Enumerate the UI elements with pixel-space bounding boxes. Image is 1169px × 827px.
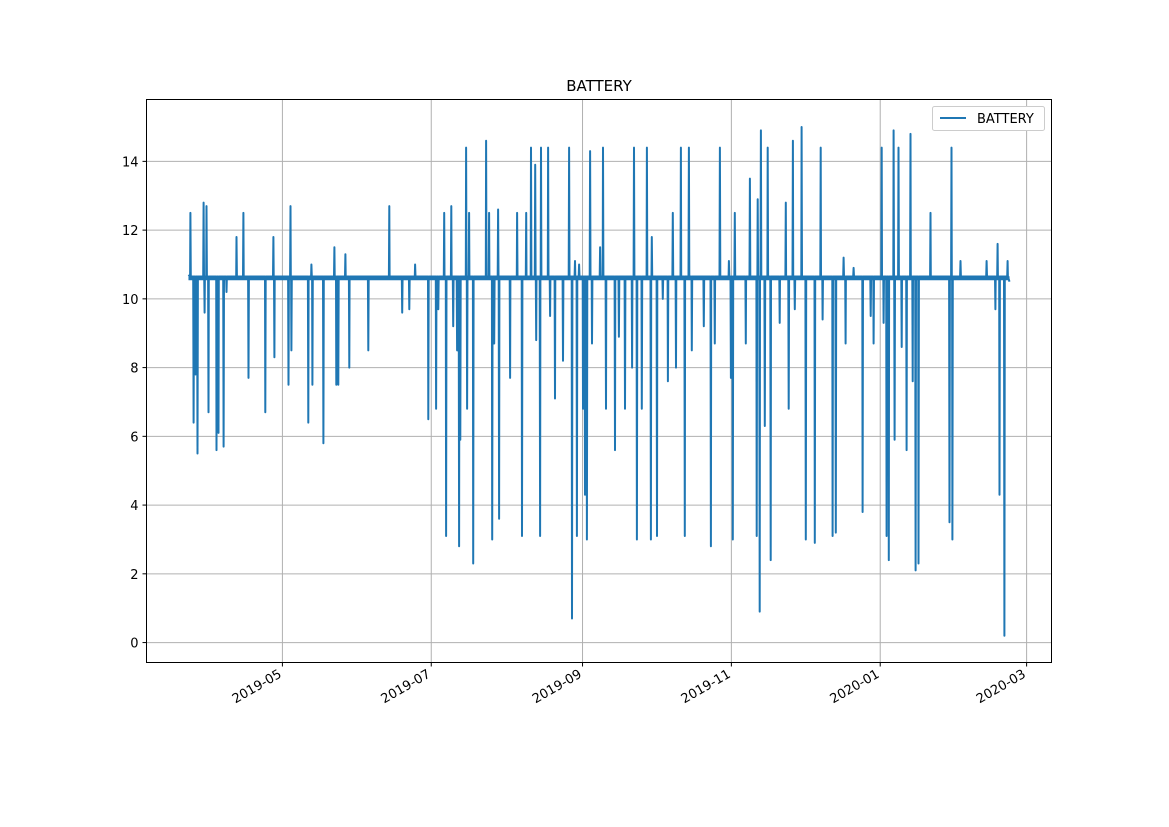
- plot-area: [187, 126, 1011, 637]
- y-tick-label: 4: [130, 499, 138, 514]
- y-tick-label: 10: [122, 293, 139, 308]
- y-tick-label: 14: [122, 155, 139, 170]
- y-axis: 0 2 4 6 8 10 12 14: [122, 155, 147, 652]
- y-tick-label: 2: [130, 568, 138, 583]
- legend: BATTERY: [932, 106, 1045, 131]
- y-tick-label: 12: [122, 224, 139, 239]
- chart-title: BATTERY: [566, 77, 632, 95]
- legend-box: [932, 106, 1045, 131]
- y-tick-label: 0: [130, 637, 138, 652]
- legend-label: BATTERY: [977, 112, 1034, 127]
- axes-frame: [146, 99, 1052, 663]
- y-tick-label: 6: [130, 430, 138, 445]
- battery-series-line: [187, 126, 1011, 637]
- y-tick-label: 8: [130, 362, 138, 377]
